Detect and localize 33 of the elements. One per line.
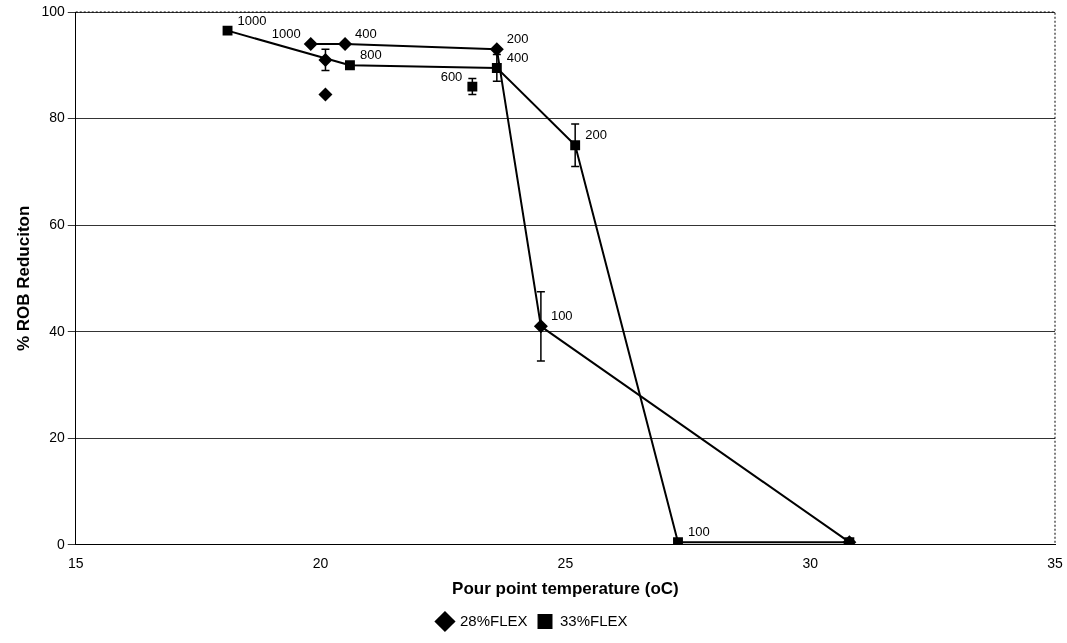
point — [318, 87, 333, 102]
annotation: 400 — [355, 26, 377, 42]
annotation: 800 — [359, 47, 382, 63]
point — [489, 42, 504, 57]
y-tick-label: 20 — [49, 429, 65, 446]
y-tick-label: 40 — [49, 322, 65, 339]
annotation: 1000 — [271, 26, 301, 42]
annotation: 400 — [506, 50, 529, 66]
annotation: 600 — [440, 68, 463, 84]
x-tick-label: 20 — [312, 555, 329, 572]
annotation: 100 — [687, 524, 710, 540]
y-tick-label: 100 — [41, 2, 65, 19]
annotation: 1000 — [237, 12, 267, 28]
point — [467, 81, 478, 92]
x-axis-title: Pour point temperature (oC) — [452, 579, 679, 599]
y-tick-label: 0 — [56, 535, 65, 552]
point — [338, 36, 353, 51]
point — [222, 25, 233, 36]
y-tick-label: 60 — [49, 215, 65, 232]
point — [673, 537, 683, 545]
x-tick-label: 25 — [557, 555, 574, 572]
annotation: 100 — [550, 308, 573, 324]
point — [345, 60, 355, 71]
annotation: 200 — [506, 31, 529, 47]
x-tick-label: 35 — [1047, 555, 1063, 572]
x-tick-label: 30 — [802, 555, 819, 572]
legend-label: 28%FLEX — [459, 611, 528, 629]
annotation: 200 — [585, 127, 607, 143]
y-tick-label: 80 — [49, 109, 65, 126]
legend-label: 33%FLEX — [560, 611, 628, 629]
y-axis-title: % ROB Reduciton — [13, 205, 33, 352]
x-tick-label: 15 — [67, 555, 84, 572]
point — [303, 36, 318, 51]
